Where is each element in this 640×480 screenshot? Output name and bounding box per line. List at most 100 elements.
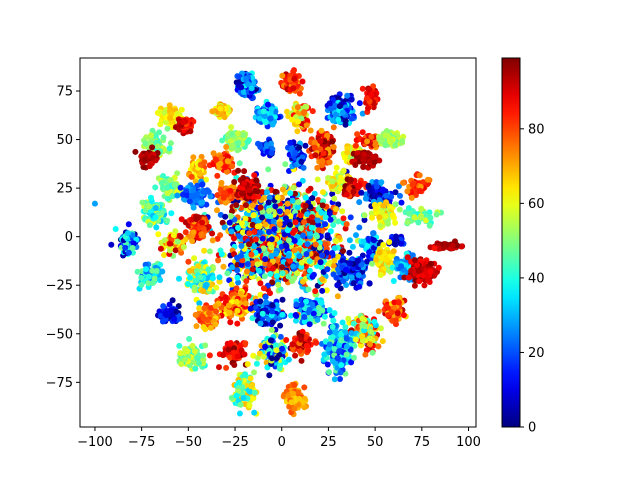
scatter-point xyxy=(249,266,256,273)
scatter-point xyxy=(261,273,268,280)
scatter-point xyxy=(291,237,298,244)
scatter-point xyxy=(190,187,196,194)
scatter-point xyxy=(298,259,305,266)
scatter-point xyxy=(231,179,238,185)
scatter-point xyxy=(177,184,184,191)
scatter-point xyxy=(312,241,319,248)
scatter-point xyxy=(380,202,387,209)
scatter-point xyxy=(246,187,253,193)
scatter-point xyxy=(206,248,213,255)
scatter-point xyxy=(257,229,263,236)
scatter-point xyxy=(191,284,198,291)
scatter-point xyxy=(164,195,171,202)
scatter-point xyxy=(228,124,235,131)
scatter-point xyxy=(400,179,406,186)
scatter-point xyxy=(199,219,206,226)
scatter-point xyxy=(142,140,149,147)
scatter-point xyxy=(294,104,301,111)
scatter-point xyxy=(148,132,155,139)
scatter-point xyxy=(303,122,310,129)
scatter-point xyxy=(373,256,380,263)
scatter-point xyxy=(302,202,309,209)
scatter-point xyxy=(246,241,253,248)
scatter-point xyxy=(426,222,433,229)
scatter-point xyxy=(146,222,153,229)
scatter-point xyxy=(189,238,196,244)
scatter-point xyxy=(196,300,203,307)
scatter-point xyxy=(330,124,337,131)
scatter-point xyxy=(279,296,286,303)
scatter-point xyxy=(397,192,403,199)
scatter-point xyxy=(348,96,355,103)
scatter-point xyxy=(244,268,250,275)
scatter-point xyxy=(239,190,246,197)
scatter-point xyxy=(241,180,248,187)
scatter-point xyxy=(368,133,375,140)
scatter-point xyxy=(331,257,338,264)
scatter-point xyxy=(229,264,236,271)
scatter-point xyxy=(227,319,234,326)
scatter-point xyxy=(201,159,208,166)
scatter-point xyxy=(416,278,423,285)
scatter-point xyxy=(198,231,205,238)
scatter-point xyxy=(180,244,187,250)
scatter-point xyxy=(274,194,281,201)
scatter-point xyxy=(350,188,357,195)
scatter-point xyxy=(274,257,281,264)
scatter-point xyxy=(160,134,167,141)
scatter-point xyxy=(404,219,411,226)
scatter-point xyxy=(260,285,267,292)
scatter-point xyxy=(174,192,181,199)
scatter-point xyxy=(279,270,286,277)
scatter-point xyxy=(221,114,228,121)
scatter-point xyxy=(284,227,291,234)
scatter-point xyxy=(264,189,270,196)
scatter-point xyxy=(234,147,241,154)
scatter-point xyxy=(164,125,171,132)
scatter-point xyxy=(306,267,313,274)
scatter-point xyxy=(340,248,346,254)
scatter-point xyxy=(146,203,152,210)
scatter-point xyxy=(240,132,247,139)
scatter-point xyxy=(300,278,306,285)
scatter-point xyxy=(156,129,163,136)
scatter-point xyxy=(290,263,297,270)
scatter-point xyxy=(267,115,274,122)
scatter-point xyxy=(182,118,189,124)
scatter-point xyxy=(312,288,319,295)
scatter-point xyxy=(227,187,234,194)
scatter-point xyxy=(285,237,292,244)
scatter-point xyxy=(408,194,415,201)
scatter-point xyxy=(149,280,156,286)
scatter-point xyxy=(186,198,193,205)
scatter-point xyxy=(148,194,154,201)
scatter-point xyxy=(271,226,278,233)
scatter-point xyxy=(218,251,225,258)
scatter-point xyxy=(330,144,337,150)
scatter-point xyxy=(370,230,377,237)
scatter-point xyxy=(431,245,438,252)
scatter-point xyxy=(322,241,329,248)
scatter-point xyxy=(194,192,201,199)
scatter-point xyxy=(314,176,321,183)
scatter-point xyxy=(268,327,275,333)
scatter-point xyxy=(242,202,249,209)
scatter-point xyxy=(264,142,270,149)
scatter-point xyxy=(157,245,164,252)
scatter-point xyxy=(216,274,223,281)
scatter-point xyxy=(299,177,306,184)
scatter-point xyxy=(306,258,313,265)
scatter-point xyxy=(186,267,193,274)
scatter-point xyxy=(221,224,228,231)
scatter-point xyxy=(209,275,216,282)
scatter-point xyxy=(366,159,373,165)
scatter-point xyxy=(290,184,297,191)
scatter-point xyxy=(314,233,320,240)
scatter-point xyxy=(356,100,363,107)
scatter-point xyxy=(344,149,351,156)
scatter-point xyxy=(153,224,160,231)
scatter-point xyxy=(350,280,357,287)
scatter-point xyxy=(433,211,440,218)
scatter-point xyxy=(152,184,159,191)
scatter-point xyxy=(228,281,235,288)
